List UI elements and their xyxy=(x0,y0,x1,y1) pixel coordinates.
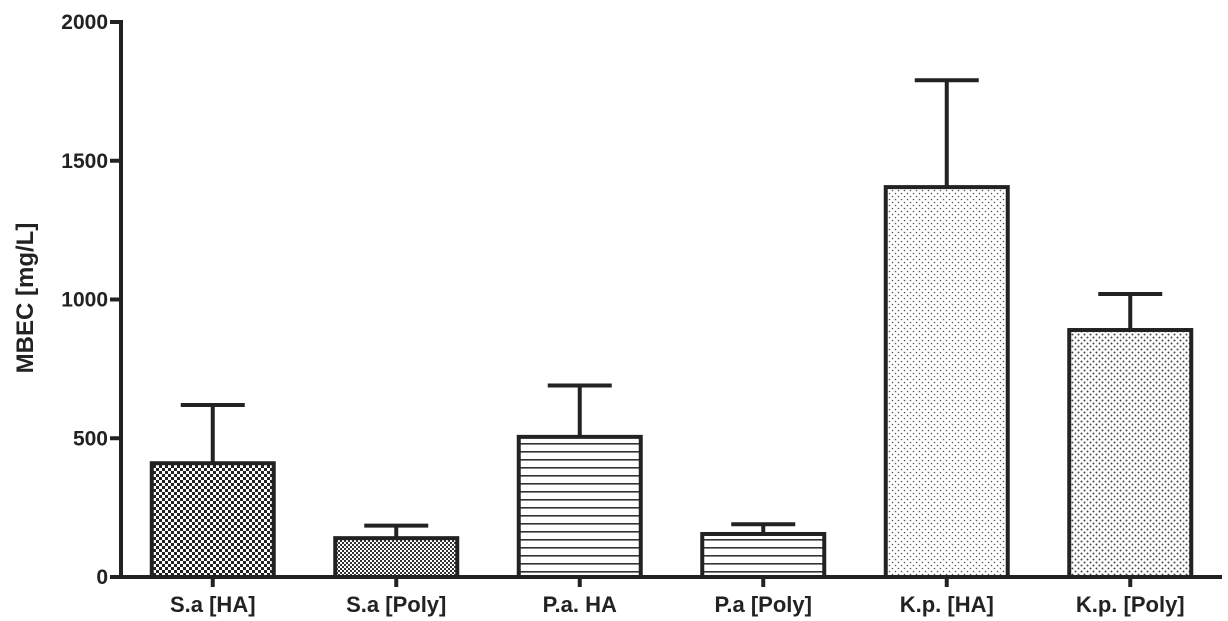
x-ticks-group: S.a [HA] S.a [Poly] P.a. HA P.a [Poly] K.p. … xyxy=(170,577,1185,617)
y-tick-label: 500 xyxy=(73,427,108,450)
y-ticks-group: 0 500 1000 1500 2000 xyxy=(61,11,121,589)
x-tick-label: P.a [Poly] xyxy=(715,592,812,617)
bar xyxy=(149,461,276,580)
y-tick-label: 2000 xyxy=(61,11,108,34)
x-tick-label: S.a [Poly] xyxy=(346,592,446,617)
x-tick-label: K.p. [HA] xyxy=(900,592,994,617)
y-tick-label: 1000 xyxy=(61,289,108,312)
y-tick-label: 1500 xyxy=(61,150,108,173)
x-tick-label: K.p. [Poly] xyxy=(1076,592,1185,617)
x-tick-label: P.a. HA xyxy=(543,592,617,617)
bars-group xyxy=(149,78,1194,580)
y-tick-label: 0 xyxy=(96,566,108,589)
bar xyxy=(516,434,643,579)
bar xyxy=(1067,328,1194,579)
bar xyxy=(700,531,827,579)
bar xyxy=(883,185,1010,580)
x-tick-label: S.a [HA] xyxy=(170,592,256,617)
bar xyxy=(333,536,460,580)
y-axis-title: MBEC [mg/L] xyxy=(12,223,39,374)
